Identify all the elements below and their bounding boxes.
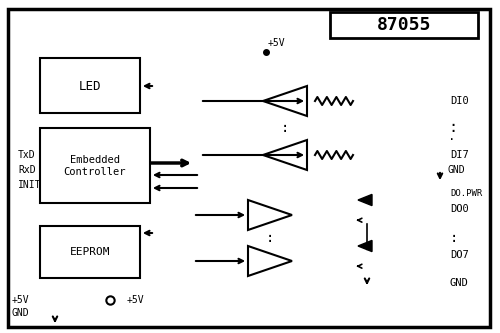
Text: DI7: DI7 bbox=[450, 150, 469, 160]
Text: TxD: TxD bbox=[18, 150, 36, 160]
Text: GND: GND bbox=[450, 278, 469, 288]
Text: EEPROM: EEPROM bbox=[70, 247, 110, 257]
Bar bbox=[40, 58, 140, 113]
Text: GND: GND bbox=[448, 165, 466, 175]
Text: DO0: DO0 bbox=[450, 204, 469, 214]
Bar bbox=[40, 128, 150, 203]
Bar bbox=[40, 226, 140, 278]
Text: Embedded
Controller: Embedded Controller bbox=[64, 155, 126, 177]
Text: DI0: DI0 bbox=[450, 96, 469, 106]
Polygon shape bbox=[358, 240, 372, 252]
Text: :: : bbox=[266, 231, 274, 245]
Text: 87055: 87055 bbox=[377, 16, 431, 34]
Text: RxD: RxD bbox=[18, 165, 36, 175]
Text: LED: LED bbox=[79, 80, 101, 93]
Text: +5V: +5V bbox=[12, 295, 29, 305]
Text: :: : bbox=[450, 231, 458, 245]
Bar bbox=[330, 12, 478, 38]
Text: :: : bbox=[281, 121, 289, 135]
Text: :: : bbox=[448, 121, 457, 136]
Text: +5V: +5V bbox=[127, 295, 144, 305]
Text: INIT: INIT bbox=[18, 180, 42, 190]
Polygon shape bbox=[358, 194, 372, 205]
Text: DO7: DO7 bbox=[450, 250, 469, 260]
Text: GND: GND bbox=[12, 308, 29, 318]
Text: .: . bbox=[448, 130, 456, 143]
Text: DO.PWR: DO.PWR bbox=[450, 188, 482, 197]
Text: +5V: +5V bbox=[268, 38, 285, 48]
